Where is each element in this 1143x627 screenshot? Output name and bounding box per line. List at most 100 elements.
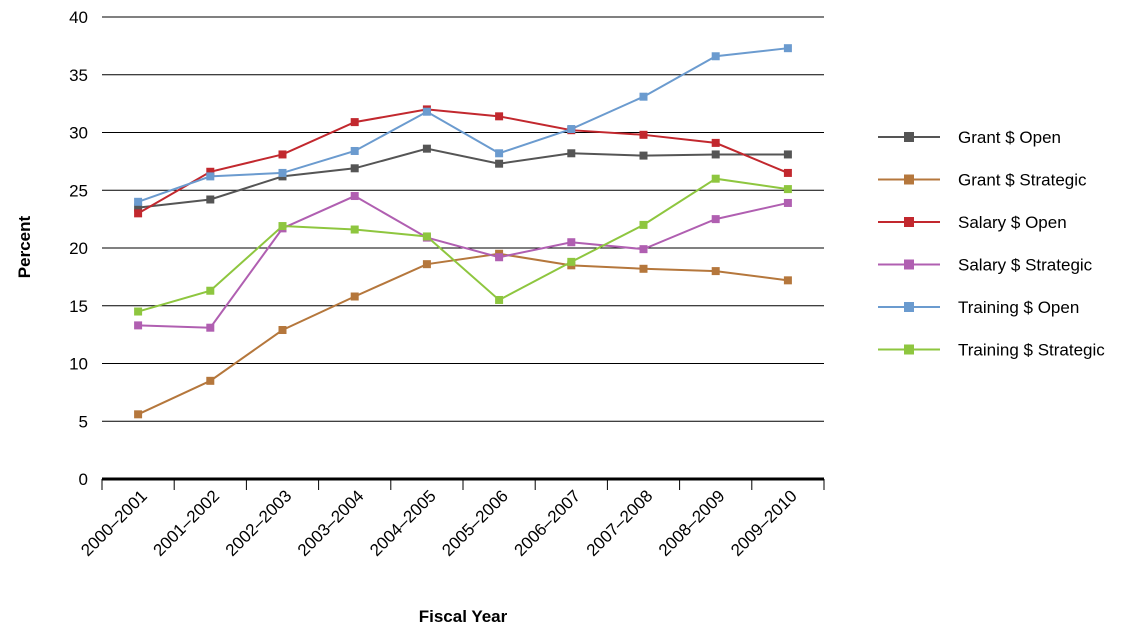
data-point bbox=[639, 245, 648, 254]
x-tick-label: 2005–2006 bbox=[438, 486, 512, 560]
legend-swatch-marker bbox=[904, 217, 914, 227]
data-point bbox=[639, 130, 648, 139]
data-point bbox=[567, 125, 576, 134]
y-tick-label: 10 bbox=[69, 355, 88, 374]
data-point bbox=[567, 257, 576, 266]
data-point bbox=[711, 267, 720, 276]
series-line bbox=[137, 108, 789, 215]
data-point bbox=[278, 150, 287, 159]
data-point bbox=[495, 149, 504, 158]
y-axis-ticks: 0 5 10 15 20 25 30 35 40 bbox=[69, 8, 88, 489]
data-point bbox=[134, 307, 143, 316]
data-point bbox=[495, 253, 504, 262]
legend-label: Salary $ Open bbox=[958, 213, 1067, 232]
y-tick-label: 0 bbox=[79, 470, 88, 489]
data-point bbox=[783, 168, 792, 177]
data-point bbox=[422, 260, 431, 269]
data-point bbox=[783, 44, 792, 53]
y-tick-label: 5 bbox=[79, 412, 88, 431]
series-line bbox=[137, 47, 789, 203]
legend-swatch-marker bbox=[904, 174, 914, 185]
x-tick-label: 2008–2009 bbox=[655, 486, 729, 560]
legend: Grant $ Open Grant $ Strategic Salary $ Op… bbox=[878, 128, 1105, 360]
data-point bbox=[711, 138, 720, 147]
data-point bbox=[206, 286, 215, 295]
legend-label: Salary $ Strategic bbox=[958, 256, 1093, 275]
y-tick-label: 40 bbox=[69, 8, 88, 27]
data-point bbox=[495, 295, 504, 304]
y-tick-label: 25 bbox=[69, 181, 88, 200]
data-point bbox=[422, 144, 431, 153]
legend-label: Grant $ Open bbox=[958, 128, 1061, 147]
legend-label: Training $ Strategic bbox=[958, 341, 1105, 360]
x-tick-label: 2003–2004 bbox=[294, 486, 368, 560]
data-point bbox=[278, 326, 287, 335]
data-point bbox=[206, 195, 215, 204]
series-line bbox=[138, 194, 789, 329]
legend-item: Training $ Strategic bbox=[878, 341, 1105, 360]
data-point bbox=[350, 118, 359, 127]
data-point bbox=[350, 225, 359, 234]
x-axis-title: Fiscal Year bbox=[419, 607, 508, 626]
x-tick-label: 2007–2008 bbox=[583, 486, 657, 560]
data-point bbox=[711, 215, 720, 224]
data-point bbox=[639, 264, 648, 273]
x-tick-label: 2000–2001 bbox=[77, 486, 151, 560]
data-point bbox=[567, 149, 576, 158]
data-point bbox=[134, 321, 143, 330]
legend-label: Grant $ Strategic bbox=[958, 171, 1087, 190]
data-point bbox=[422, 232, 431, 241]
series-lines bbox=[137, 47, 789, 416]
data-point bbox=[639, 92, 648, 101]
data-point bbox=[134, 203, 143, 212]
x-tick-label: 2002–2003 bbox=[222, 486, 296, 560]
data-point bbox=[206, 376, 215, 385]
y-tick-label: 35 bbox=[69, 66, 88, 85]
x-tick-label: 2006–2007 bbox=[511, 486, 585, 560]
data-point bbox=[350, 164, 359, 173]
legend-item: Grant $ Strategic bbox=[878, 171, 1087, 190]
legend-swatch-marker bbox=[904, 302, 914, 312]
y-tick-label: 20 bbox=[69, 239, 88, 258]
x-tick-label: 2004–2005 bbox=[366, 486, 440, 560]
legend-swatch-marker bbox=[904, 344, 914, 355]
series-markers bbox=[134, 44, 792, 419]
y-tick-label: 15 bbox=[69, 297, 88, 316]
data-point bbox=[134, 410, 143, 419]
data-point bbox=[278, 222, 287, 231]
y-axis-title: Percent bbox=[15, 215, 34, 278]
data-point bbox=[278, 168, 287, 177]
data-point bbox=[783, 185, 792, 194]
data-point bbox=[639, 220, 648, 229]
series-line bbox=[137, 147, 788, 209]
legend-label: Training $ Open bbox=[958, 298, 1079, 317]
data-point bbox=[350, 192, 359, 201]
legend-item: Salary $ Strategic bbox=[878, 256, 1093, 275]
y-tick-label: 30 bbox=[69, 124, 88, 143]
data-point bbox=[783, 150, 792, 159]
legend-swatch-marker bbox=[904, 132, 914, 142]
data-point bbox=[783, 198, 792, 207]
data-point bbox=[422, 107, 431, 116]
legend-swatch-marker bbox=[904, 259, 914, 270]
data-point bbox=[350, 292, 359, 301]
data-point bbox=[783, 276, 792, 285]
data-point bbox=[495, 159, 504, 168]
data-point bbox=[567, 238, 576, 247]
data-point bbox=[495, 112, 504, 121]
x-tick-label: 2001–2002 bbox=[150, 486, 224, 560]
legend-item: Salary $ Open bbox=[878, 213, 1067, 232]
data-point bbox=[206, 323, 215, 332]
data-point bbox=[206, 167, 215, 176]
series-line bbox=[137, 252, 789, 416]
data-point bbox=[350, 146, 359, 155]
series-line bbox=[137, 177, 789, 313]
x-axis: 2000–20012001–20022002–20032003–20042004… bbox=[77, 477, 825, 560]
legend-item: Training $ Open bbox=[878, 298, 1079, 317]
data-point bbox=[639, 151, 648, 160]
data-point bbox=[711, 150, 720, 159]
legend-item: Grant $ Open bbox=[878, 128, 1061, 147]
data-point bbox=[206, 172, 215, 181]
